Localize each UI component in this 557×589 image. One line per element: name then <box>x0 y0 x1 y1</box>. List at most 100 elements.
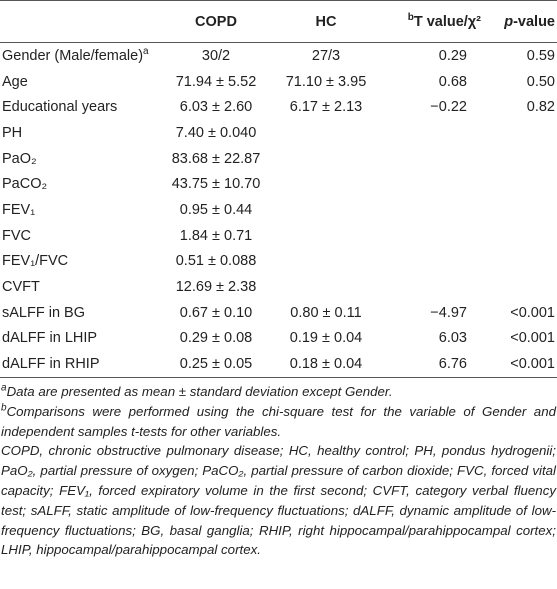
table-cell: 7.40 ± 0.040 <box>175 124 257 141</box>
row-label: CVFT <box>0 274 160 300</box>
table-row: Gender (Male/female)a 30/2 27/3 0.29 0.59 <box>0 43 557 69</box>
table-cell: 71.10 ± 3.95 <box>285 73 367 90</box>
table-cell <box>272 223 380 249</box>
table-cell: 27/3 <box>311 47 341 64</box>
footnote: COPD, chronic obstructive pulmonary dise… <box>1 441 556 560</box>
row-label-text: Age <box>2 73 28 90</box>
table-cell <box>485 249 557 275</box>
table-cell: 1.84 ± 0.71 <box>179 227 253 244</box>
table-cell <box>380 120 485 146</box>
table-row: FVC 1.84 ± 0.71 <box>0 223 557 249</box>
note-marker: b <box>407 11 414 23</box>
table-cell: 0.82 <box>526 99 555 116</box>
table-cell: 0.25 ± 0.05 <box>179 356 253 373</box>
row-label: FEV₁ <box>0 197 160 223</box>
table-cell <box>380 171 485 197</box>
table-cell: 0.18 ± 0.04 <box>289 356 363 373</box>
row-label-text: PH <box>2 124 23 141</box>
table-cell: 6.03 ± 2.60 <box>179 99 253 116</box>
table-row: PaCO₂ 43.75 ± 10.70 <box>0 171 557 197</box>
row-label: sALFF in BG <box>0 300 160 326</box>
table-cell: 0.51 ± 0.088 <box>175 253 257 270</box>
table-cell <box>485 171 557 197</box>
table-row: CVFT 12.69 ± 2.38 <box>0 274 557 300</box>
header-cell: COPD <box>160 1 272 43</box>
table-cell: 0.67 ± 0.10 <box>179 304 253 321</box>
table-row: sALFF in BG 0.67 ± 0.10 0.80 ± 0.11 −4.97 <0… <box>0 300 557 326</box>
table-row: Educational years 6.03 ± 2.60 6.17 ± 2.13 −… <box>0 94 557 120</box>
footnote-text: Data are presented as mean ± standard de… <box>6 383 393 399</box>
table-cell: 6.17 ± 2.13 <box>289 99 363 116</box>
row-label: dALFF in LHIP <box>0 326 160 352</box>
header-cell: p-value <box>485 1 557 43</box>
table-cell <box>272 274 380 300</box>
table-cell <box>380 223 485 249</box>
row-label-text: Educational years <box>2 99 118 116</box>
row-label-text: dALFF in RHIP <box>2 356 100 373</box>
row-label: PH <box>0 120 160 146</box>
table-cell: 0.59 <box>526 47 555 64</box>
table-row: PaO₂ 83.68 ± 22.87 <box>0 146 557 172</box>
table-row: PH 7.40 ± 0.040 <box>0 120 557 146</box>
note-marker: a <box>1 382 7 394</box>
header-text: COPD <box>195 13 237 30</box>
table-cell <box>485 197 557 223</box>
table-cell: 71.94 ± 5.52 <box>175 73 257 90</box>
table-row: FEV₁/FVC 0.51 ± 0.088 <box>0 249 557 275</box>
table-cell: 30/2 <box>201 47 231 64</box>
table-cell <box>380 197 485 223</box>
footnote: aData are presented as mean ± standard d… <box>1 382 556 402</box>
table-cell: 0.50 <box>526 73 555 90</box>
row-label: dALFF in RHIP <box>0 351 160 377</box>
header-text: -value <box>513 13 555 30</box>
table-cell <box>380 274 485 300</box>
row-label-text: sALFF in BG <box>2 304 85 321</box>
table-cell: 83.68 ± 22.87 <box>171 150 261 167</box>
header-italic: p <box>504 13 514 30</box>
table-cell <box>485 120 557 146</box>
table-header: COPD HC bT value/χ² p-value <box>0 0 557 43</box>
table-cell <box>485 274 557 300</box>
header-text: T value/χ² <box>413 13 481 30</box>
table-cell: 12.69 ± 2.38 <box>175 279 257 296</box>
table-cell <box>380 249 485 275</box>
table-cell <box>272 146 380 172</box>
footnote-text: COPD, chronic obstructive pulmonary dise… <box>1 443 556 558</box>
row-label-text: PaCO₂ <box>2 176 48 193</box>
row-label: PaO₂ <box>0 146 160 172</box>
header-text: HC <box>315 13 337 30</box>
table-cell: −0.22 <box>430 99 467 116</box>
table-cell <box>485 146 557 172</box>
table-cell: 0.80 ± 0.11 <box>290 304 362 321</box>
row-label: FEV₁/FVC <box>0 249 160 275</box>
header-cell: bT value/χ² <box>380 1 485 43</box>
row-label: Age <box>0 69 160 95</box>
row-label-text: CVFT <box>2 279 40 296</box>
row-label-text: FVC <box>2 227 31 244</box>
table-row: Age 71.94 ± 5.52 71.10 ± 3.95 0.68 0.50 <box>0 69 557 95</box>
footnote: bComparisons were performed using the ch… <box>1 402 556 442</box>
row-label-text: FEV₁ <box>2 201 36 218</box>
table-cell <box>272 171 380 197</box>
table-cell: 6.03 <box>438 330 467 347</box>
table-row: dALFF in RHIP 0.25 ± 0.05 0.18 ± 0.04 6.76 <… <box>0 351 557 378</box>
row-label-text: PaO₂ <box>2 150 37 167</box>
table-cell: 0.95 ± 0.44 <box>179 201 253 218</box>
table-cell <box>380 146 485 172</box>
table-cell: 6.76 <box>438 356 467 373</box>
table-cell <box>272 249 380 275</box>
header-cell: HC <box>272 1 380 43</box>
row-label: Educational years <box>0 94 160 120</box>
row-label: PaCO₂ <box>0 171 160 197</box>
table-cell: −4.97 <box>430 304 467 321</box>
table-cell <box>272 197 380 223</box>
header-row: COPD HC bT value/χ² p-value <box>0 0 557 43</box>
row-label: FVC <box>0 223 160 249</box>
table-cell <box>485 223 557 249</box>
note-marker: b <box>1 402 7 414</box>
row-label-text: FEV₁/FVC <box>2 253 69 270</box>
table-cell: 0.68 <box>438 73 467 90</box>
footnote-text: Comparisons were performed using the chi… <box>1 403 556 439</box>
